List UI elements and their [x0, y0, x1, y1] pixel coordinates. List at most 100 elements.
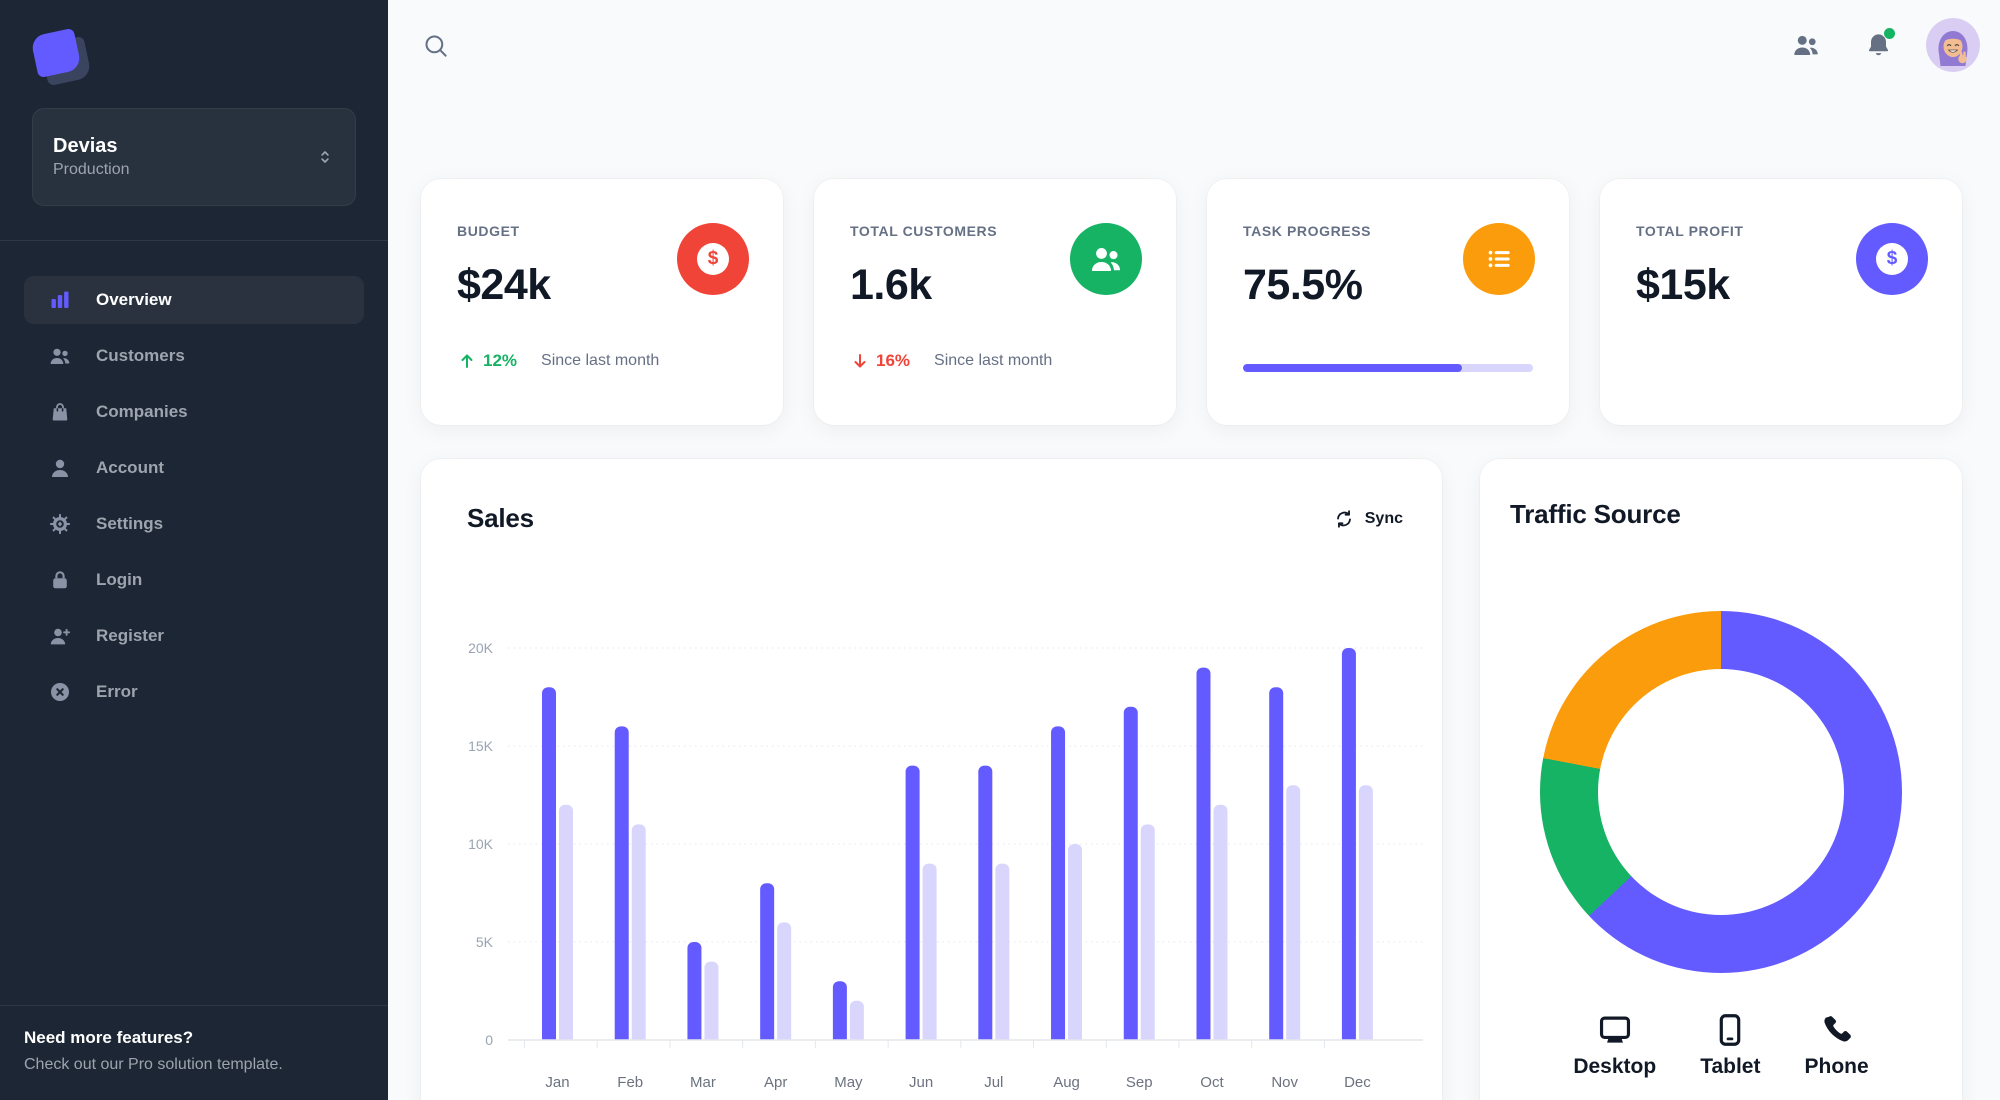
x-axis-label: Jan	[545, 1074, 569, 1091]
bar-mar-secondary[interactable]	[704, 961, 719, 1050]
stat-label: TOTAL PROFIT	[1636, 223, 1744, 239]
x-axis-label: Jun	[909, 1074, 933, 1091]
sidebar-divider-bottom	[0, 1005, 388, 1006]
topbar	[388, 0, 2000, 90]
trend-value: 16%	[876, 351, 911, 370]
sidebar-item-label: Account	[96, 458, 164, 477]
y-axis-label: 5K	[476, 934, 494, 950]
search-button[interactable]	[413, 23, 457, 67]
sidebar-item-customers[interactable]: Customers	[24, 332, 364, 380]
notification-badge	[1884, 28, 1895, 39]
sales-bar-chart: 0 5K 10K 15K 20K Jan Feb Mar Apr May Jun Jul Aug Sep O…	[468, 640, 1423, 1091]
users-icon	[1070, 223, 1142, 295]
x-axis-label: Sep	[1126, 1074, 1153, 1091]
sidebar: Devias Production Overview Customers	[0, 0, 388, 1100]
bar-jun-primary[interactable]	[905, 765, 920, 1050]
sidebar-item-account[interactable]: Account	[24, 444, 364, 492]
contacts-button[interactable]	[1784, 23, 1828, 67]
workspace-environment: Production	[53, 161, 130, 179]
traffic-title: Traffic Source	[1510, 499, 1681, 529]
users-icon	[1791, 30, 1821, 60]
bar-apr-primary[interactable]	[760, 883, 775, 1050]
bar-nov-secondary[interactable]	[1286, 785, 1301, 1050]
sidebar-item-settings[interactable]: Settings	[24, 500, 364, 548]
bar-dec-secondary[interactable]	[1358, 785, 1373, 1050]
arrow-up-icon	[457, 351, 477, 371]
sidebar-item-companies[interactable]: Companies	[24, 388, 364, 436]
stat-value: $15k	[1636, 261, 1730, 309]
footer-title: Need more features?	[24, 1028, 194, 1047]
bar-aug-primary[interactable]	[1051, 726, 1066, 1050]
stat-card-total-customers: TOTAL CUSTOMERS 1.6k 16% Since last mont…	[814, 179, 1176, 425]
bar-oct-secondary[interactable]	[1213, 804, 1228, 1050]
x-axis-label: Mar	[690, 1074, 716, 1091]
bar-sep-primary[interactable]	[1123, 706, 1138, 1050]
bar-mar-primary[interactable]	[687, 942, 702, 1050]
stat-value: 75.5%	[1243, 261, 1363, 309]
stat-value: 1.6k	[850, 261, 932, 309]
sidebar-item-error[interactable]: Error	[24, 668, 364, 716]
trend-caption: Since last month	[934, 352, 1053, 369]
bar-feb-secondary[interactable]	[631, 824, 646, 1050]
gear-icon	[48, 512, 72, 536]
lock-icon	[48, 568, 72, 592]
desktop-icon	[1596, 1011, 1634, 1049]
notifications-button[interactable]	[1856, 23, 1900, 67]
y-axis-label: 0	[485, 1032, 493, 1048]
legend-label: Phone	[1804, 1055, 1869, 1078]
sidebar-item-label: Error	[96, 682, 138, 701]
bar-nov-primary[interactable]	[1269, 687, 1284, 1050]
users-icon	[48, 344, 72, 368]
user-avatar[interactable]	[1926, 18, 1980, 72]
bar-feb-primary[interactable]	[614, 726, 629, 1050]
bar-jul-primary[interactable]	[978, 765, 993, 1050]
sync-label: Sync	[1364, 509, 1403, 527]
sidebar-item-overview[interactable]: Overview	[24, 276, 364, 324]
traffic-donut-chart[interactable]	[1540, 611, 1902, 973]
bar-dec-primary[interactable]	[1341, 648, 1356, 1050]
bar-oct-primary[interactable]	[1196, 667, 1211, 1050]
refresh-icon	[1333, 508, 1355, 530]
list-bullet-icon	[1463, 223, 1535, 295]
sidebar-nav: Overview Customers Companies Account	[24, 276, 364, 724]
sidebar-item-label: Register	[96, 626, 165, 645]
bar-sep-secondary[interactable]	[1140, 824, 1155, 1050]
x-axis-label: May	[834, 1074, 863, 1091]
bar-aug-secondary[interactable]	[1068, 844, 1083, 1050]
currency-dollar-icon: $	[677, 223, 749, 295]
x-axis-label: Aug	[1053, 1074, 1080, 1091]
sidebar-item-login[interactable]: Login	[24, 556, 364, 604]
sales-card: Sales Sync 0 5K 10K 15K 20K Jan Feb Mar Apr May Ju…	[421, 459, 1442, 1100]
x-axis-label: Oct	[1200, 1074, 1224, 1091]
x-axis-label: Apr	[764, 1074, 787, 1091]
user-plus-icon	[48, 624, 72, 648]
avatar-image	[1926, 18, 1980, 72]
legend-label: Desktop	[1573, 1055, 1657, 1078]
x-circle-icon	[48, 680, 72, 704]
stat-label: TASK PROGRESS	[1243, 223, 1372, 239]
task-progress-track	[1243, 364, 1533, 372]
stat-card-task-progress: TASK PROGRESS 75.5%	[1207, 179, 1569, 425]
trend-value: 12%	[483, 351, 518, 370]
sync-button[interactable]: Sync	[1333, 508, 1403, 530]
bar-jan-secondary[interactable]	[559, 804, 573, 1050]
bar-jun-secondary[interactable]	[922, 863, 937, 1050]
stat-label: BUDGET	[457, 223, 520, 239]
bar-jan-primary[interactable]	[542, 687, 556, 1050]
y-axis-label: 10K	[468, 836, 494, 852]
legend-item-phone: Phone	[1804, 1011, 1869, 1079]
y-axis-label: 20K	[468, 640, 494, 656]
bell-icon	[1864, 31, 1893, 60]
task-progress-bar-fill	[1243, 364, 1462, 372]
bar-may-primary[interactable]	[832, 981, 847, 1050]
sidebar-item-label: Customers	[96, 346, 185, 365]
bar-jul-secondary[interactable]	[995, 863, 1010, 1050]
stat-label: TOTAL CUSTOMERS	[850, 223, 998, 239]
workspace-selector[interactable]: Devias Production	[32, 108, 356, 206]
traffic-legend: Desktop Tablet Phone	[1480, 1011, 1962, 1079]
bar-apr-secondary[interactable]	[777, 922, 792, 1050]
user-icon	[48, 456, 72, 480]
sidebar-item-register[interactable]: Register	[24, 612, 364, 660]
x-axis-label: Feb	[617, 1074, 643, 1091]
bar-may-secondary[interactable]	[849, 1000, 864, 1050]
